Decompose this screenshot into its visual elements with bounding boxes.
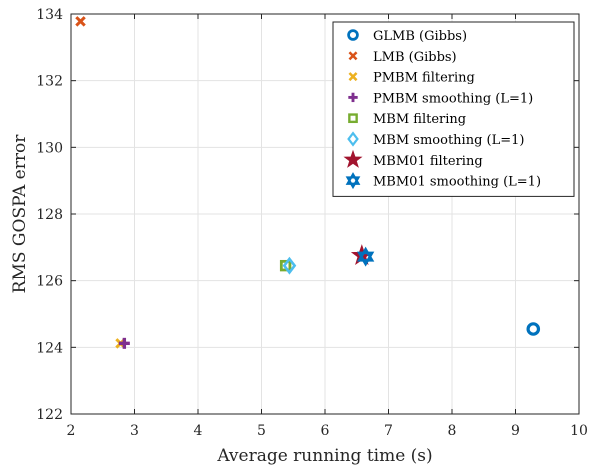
legend: GLMB (Gibbs) LMB (Gibbs) PMBM filtering PMB… [332,21,575,197]
y-tick-label: 122 [36,407,63,423]
x-tick-label: 8 [448,423,457,439]
legend-marker-hexagram [345,172,361,190]
data-points [75,16,541,349]
legend-entry: MBM smoothing (L=1) [347,131,524,148]
legend-marker-x [348,51,358,61]
legend-box [332,21,575,197]
data-point-x [75,16,86,27]
y-tick-label: 128 [36,207,63,223]
x-tick-label: 10 [570,423,588,439]
y-tick-label: 134 [36,7,63,23]
legend-marker-circle [347,29,359,41]
plot-frame [70,13,580,415]
legend-entry: GLMB (Gibbs) [347,29,467,44]
y-tick-label: 130 [36,140,63,156]
legend-marker-square [348,113,358,124]
legend-label: PMBM filtering [373,71,475,86]
data-point-plus [118,337,130,349]
legend-entry: PMBM smoothing (L=1) [348,91,533,106]
legend-label: GLMB (Gibbs) [373,29,467,44]
y-axis-label: RMS GOSPA error [10,134,30,294]
data-point-hexagram [356,246,375,267]
legend-entry: LMB (Gibbs) [348,50,457,65]
y-tick-label: 132 [36,74,63,90]
x-tick-label: 4 [194,423,203,439]
x-axis-label: Average running time (s) [216,446,432,466]
legend-label: MBM01 smoothing (L=1) [373,175,541,190]
data-point-diamond [282,256,297,275]
x-tick-label: 6 [321,423,330,439]
legend-marker-plus [348,92,358,103]
legend-entry: MBM01 smoothing (L=1) [345,172,541,190]
y-tick-label: 126 [36,274,63,290]
legend-label: MBM01 filtering [373,154,483,169]
legend-label: MBM smoothing (L=1) [373,133,524,148]
data-point-circle [526,322,541,336]
legend-label: PMBM smoothing (L=1) [373,91,533,106]
x-tick-label: 7 [384,423,393,439]
x-tick-label: 3 [130,423,139,439]
axes: 2 3 4 5 6 7 8 9 10 122 124 126 128 130 132 134 [36,7,588,439]
legend-entry: PMBM filtering [348,71,475,86]
legend-marker-diamond [347,131,359,147]
y-tick-label: 124 [36,340,63,356]
legend-entry: MBM01 filtering [343,149,483,169]
x-tick-label: 2 [67,423,76,439]
legend-entry: MBM filtering [348,112,466,127]
x-tick-label: 5 [257,423,266,439]
legend-label: MBM filtering [373,112,466,127]
legend-marker-x [348,72,358,82]
legend-label: LMB (Gibbs) [373,50,457,65]
data-point-square [279,259,292,272]
legend-marker-star [343,149,363,168]
x-tick-label: 9 [511,423,520,439]
